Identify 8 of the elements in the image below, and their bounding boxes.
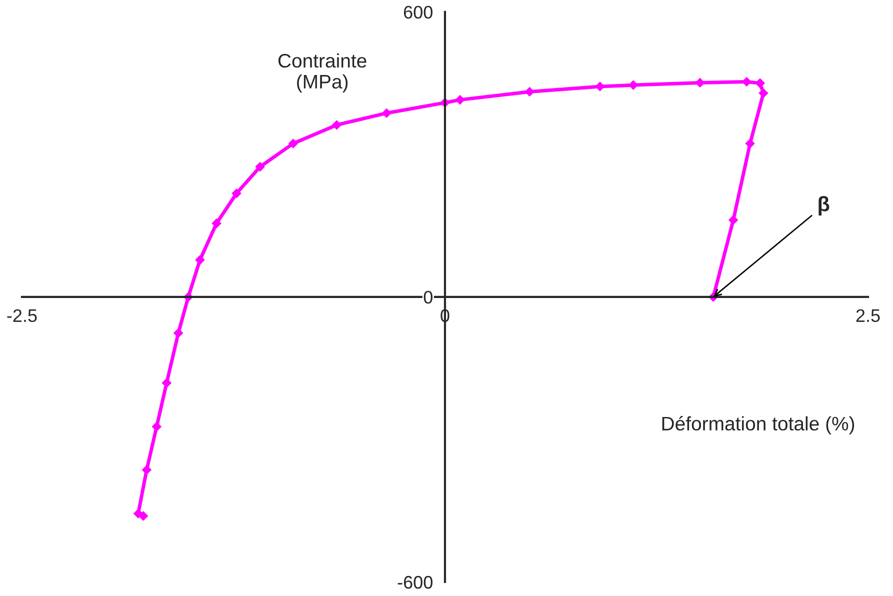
annotation: β — [818, 196, 830, 216]
y-tick-label: -600 — [398, 576, 432, 589]
x-axis-title: Déformation totale (%) — [662, 416, 854, 434]
y-tick-label: 0 — [424, 290, 432, 304]
y-tick-label: 600 — [404, 6, 432, 19]
x-tick-label: 2.5 — [856, 309, 880, 322]
y-axis-title: Contrainte (MPa) — [278, 53, 366, 92]
x-tick-label: -2.5 — [7, 309, 37, 322]
